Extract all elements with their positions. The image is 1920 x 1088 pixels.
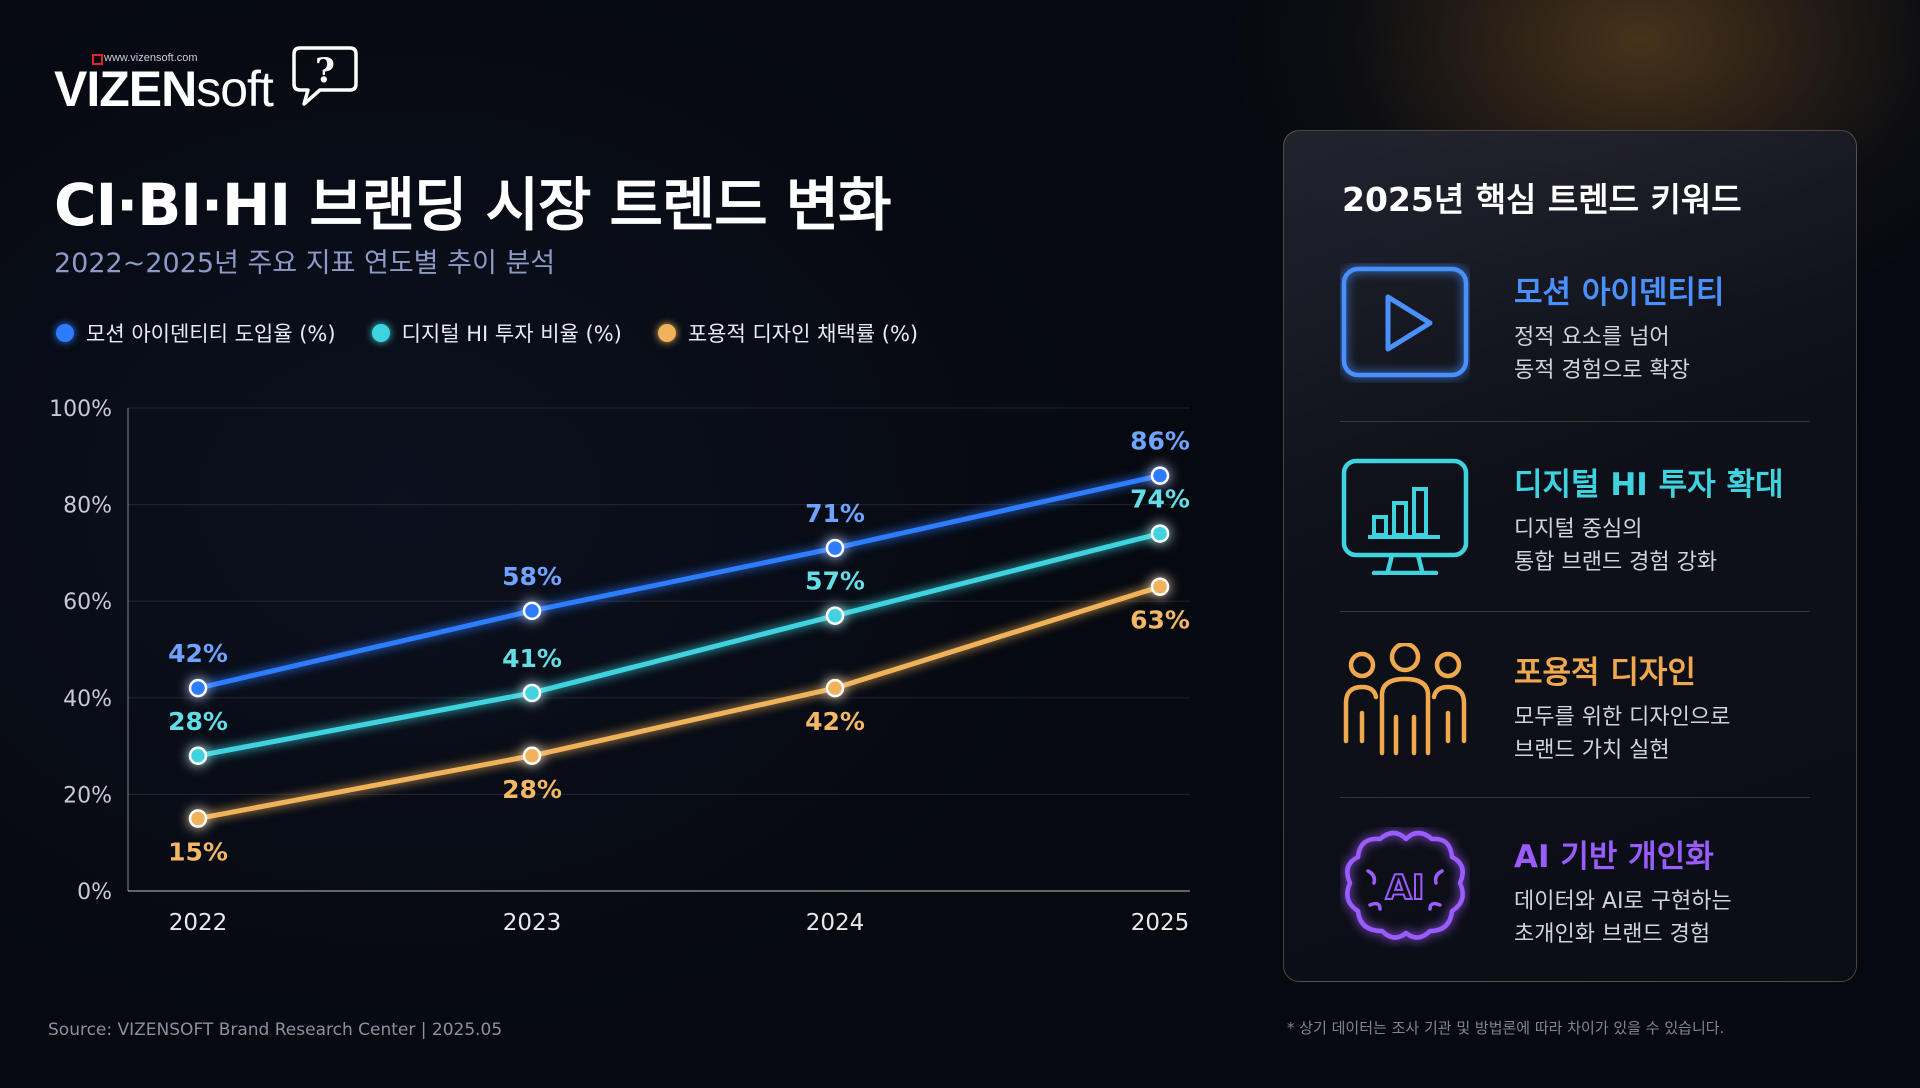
data-point (522, 683, 542, 703)
legend-item: 모션 아이덴티티 도입율 (%) (56, 318, 336, 348)
series-line (195, 473, 1163, 691)
data-label: 58% (502, 562, 562, 591)
chart-grid (127, 407, 1190, 892)
keyword-desc-line: 정적 요소를 넘어 (1514, 325, 1670, 350)
source-note: Source: VIZENSOFT Brand Research Center … (48, 1020, 503, 1040)
data-label: 41% (502, 644, 562, 673)
legend-swatch (657, 324, 676, 342)
keyword-desc-line: 동적 경험으로 확장 (1514, 358, 1690, 383)
data-label: 42% (805, 707, 865, 736)
keyword-desc-line: 모두를 위한 디자인으로 (1514, 705, 1731, 730)
logo-wordmark: VIZENsoft (54, 60, 274, 118)
y-tick-label: 60% (63, 590, 112, 615)
data-point (188, 678, 208, 698)
vizensoft-logo: www.vizensoft.com VIZENsoft ? (54, 46, 374, 118)
y-tick-label: 80% (63, 494, 112, 519)
data-label: 57% (805, 567, 865, 596)
keyword-title: 모션 아이덴티티 (1514, 275, 1725, 311)
data-point (522, 601, 542, 621)
data-point (188, 746, 208, 766)
data-label: 86% (1130, 427, 1190, 456)
series-3: 15% 28% 42% 63% (168, 577, 1190, 867)
data-point (825, 678, 845, 698)
data-label: 42% (168, 639, 228, 668)
chart-series: 42% 58% 71% 86% 28% 41% 57% 74% 15% 28% 42% 63% (168, 427, 1190, 867)
logo-bubble-glyph: ? (315, 51, 335, 91)
ai-icon-text: AI (1386, 868, 1425, 908)
legend-label: 포용적 디자인 채택률 (%) (687, 322, 919, 346)
page-title: CI·BI·HI 브랜딩 시장 트렌드 변화 (54, 171, 891, 239)
legend-swatch (56, 324, 74, 342)
data-label: 74% (1130, 485, 1190, 514)
panel-title: 2025년 핵심 트렌드 키워드 (1342, 180, 1742, 219)
speech-bubble-icon: ? (292, 46, 358, 106)
line-chart: 0% 20% 40% 60% 80% 100% 2022 2023 2024 2025 42% 5… (49, 397, 1190, 936)
x-tick-label: 2024 (806, 910, 865, 936)
panel-divider (1340, 797, 1810, 798)
data-point (1150, 466, 1170, 485)
x-tick-label: 2025 (1131, 910, 1190, 936)
y-tick-label: 100% (49, 397, 112, 422)
x-tick-label: 2023 (503, 910, 562, 936)
data-label: 28% (168, 707, 228, 736)
x-tick-label: 2022 (169, 910, 228, 936)
y-axis-ticks: 0% 20% 40% 60% 80% 100% (49, 397, 112, 905)
y-tick-label: 40% (63, 687, 112, 712)
data-label: 63% (1130, 606, 1190, 635)
data-label: 71% (805, 499, 865, 528)
data-label: 15% (168, 838, 228, 867)
legend-item: 디지털 HI 투자 비율 (%) (371, 318, 622, 348)
play-screen-icon (1341, 266, 1469, 378)
data-point (1150, 577, 1170, 596)
people-group-icon (1343, 643, 1467, 756)
keyword-title: AI 기반 개인화 (1514, 839, 1714, 875)
legend-label: 디지털 HI 투자 비율 (%) (401, 322, 622, 346)
data-point (825, 606, 845, 625)
legend-item: 포용적 디자인 채택률 (%) (657, 318, 919, 348)
keyword-desc-line: 디지털 중심의 (1514, 517, 1643, 542)
series-line (195, 584, 1163, 822)
keyword-title: 디지털 HI 투자 확대 (1514, 467, 1784, 503)
series-2: 28% 41% 57% 74% (168, 485, 1190, 766)
data-label: 28% (502, 775, 562, 804)
series-1: 42% 58% 71% 86% (168, 427, 1190, 698)
data-point (1150, 524, 1170, 543)
legend-label: 모션 아이덴티티 도입율 (%) (86, 322, 336, 346)
panel-divider (1340, 421, 1810, 422)
monitor-chart-icon (1341, 458, 1469, 575)
page-subtitle: 2022~2025년 주요 지표 연도별 추이 분석 (54, 248, 556, 279)
logo-word-bold: VIZEN (54, 61, 197, 117)
legend-swatch (371, 324, 390, 342)
keyword-desc-line: 초개인화 브랜드 경험 (1514, 922, 1711, 947)
series-line (195, 531, 1163, 759)
data-point (825, 538, 845, 558)
logo-word-light: soft (196, 61, 274, 117)
y-tick-label: 0% (77, 880, 112, 905)
keyword-desc-line: 데이터와 AI로 구현하는 (1514, 889, 1732, 914)
keyword-title: 포용적 디자인 (1514, 655, 1696, 691)
chart-legend: 모션 아이덴티티 도입율 (%) 디지털 HI 투자 비율 (%) 포용적 디자인 … (56, 318, 918, 348)
panel-divider (1340, 611, 1810, 612)
keyword-desc-line: 통합 브랜드 경험 강화 (1514, 550, 1718, 575)
x-axis-ticks: 2022 2023 2024 2025 (169, 910, 1190, 936)
y-tick-label: 20% (63, 783, 112, 808)
logo-url: www.vizensoft.com (92, 52, 198, 65)
footnote: * 상기 데이터는 조사 기관 및 방법론에 따라 차이가 있을 수 있습니다. (1287, 1019, 1725, 1037)
data-point (522, 746, 542, 766)
keyword-desc-line: 브랜드 가치 실현 (1514, 738, 1670, 763)
ai-brain-icon: AI (1345, 830, 1465, 940)
data-point (188, 809, 208, 828)
